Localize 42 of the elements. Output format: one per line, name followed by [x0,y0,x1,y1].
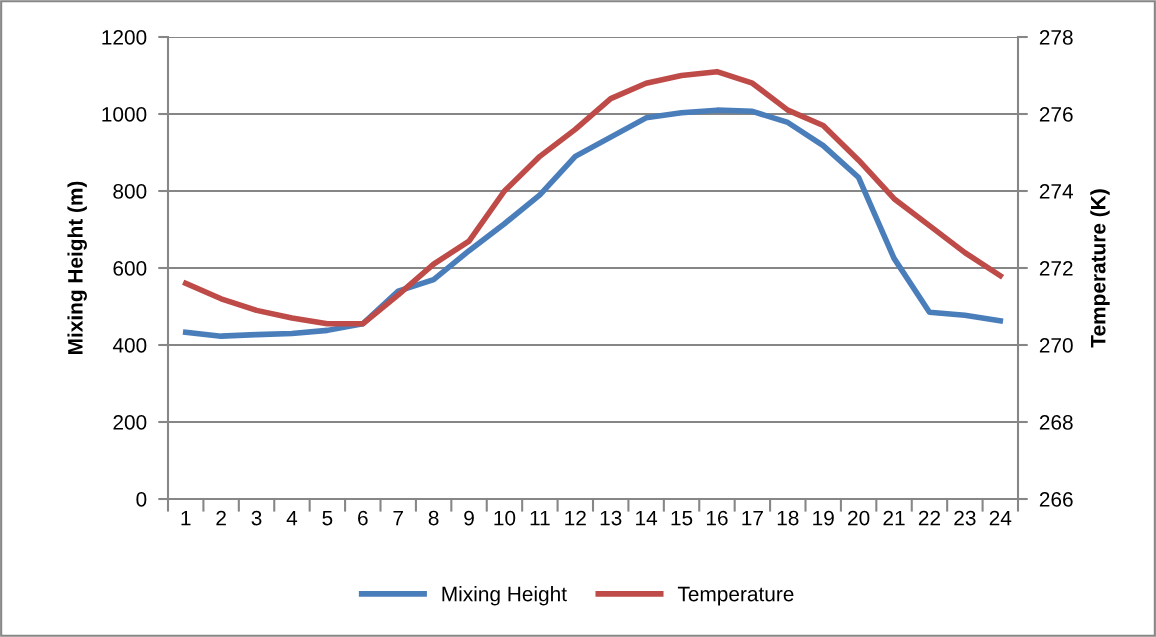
x-tick-label: 14 [636,510,658,526]
x-tick-label: 23 [954,510,976,526]
y2-tick-label: 276 [1039,107,1073,122]
x-tick-label: 7 [393,510,403,526]
y2-tick-label: 270 [1039,338,1073,353]
x-tick-label: 1 [181,510,191,526]
y-tick-label: 800 [113,184,147,199]
x-tick-label: 9 [464,510,474,526]
x-tick-label: 20 [848,510,870,526]
x-tick-label: 6 [358,510,368,526]
y2-tick-label: 266 [1039,492,1073,507]
y-tick-label: 200 [113,415,147,430]
y2-tick-label: 268 [1039,415,1073,430]
y2-tick-label: 274 [1039,184,1073,199]
x-tick-label: 13 [600,510,622,526]
x-tick-label: 2 [216,510,226,526]
x-tick-label: 3 [251,510,262,526]
y2-tick-label: 278 [1039,30,1073,45]
x-tick-label: 5 [322,510,333,526]
y-tick-label: 1000 [102,107,147,122]
x-tick-label: 12 [565,510,586,526]
y2-tick-label: 272 [1039,261,1073,276]
x-tick-label: 10 [494,510,516,526]
y-tick-label: 1200 [102,30,147,45]
x-tick-label: 11 [530,510,550,526]
x-tick-label: 17 [742,510,763,526]
legend-label: Mixing Height [442,586,567,606]
x-tick-label: 24 [989,510,1012,526]
x-tick-label: 19 [813,510,834,526]
y-tick-label: 600 [113,261,147,276]
x-tick-label: 22 [918,510,940,526]
y2-axis-title: Temperature (K) [1090,189,1110,348]
y-axis-title: Mixing Height (m) [67,181,87,354]
x-tick-label: 16 [706,510,728,526]
y-tick-label: 400 [112,338,147,353]
x-tick-label: 8 [428,510,439,526]
x-tick-label: 4 [286,510,298,526]
y-tick-label: 0 [136,492,147,507]
x-tick-label: 21 [883,510,905,526]
x-tick-label: 15 [671,510,693,526]
x-tick-label: 18 [777,510,799,526]
legend-label: Temperature [677,586,794,606]
